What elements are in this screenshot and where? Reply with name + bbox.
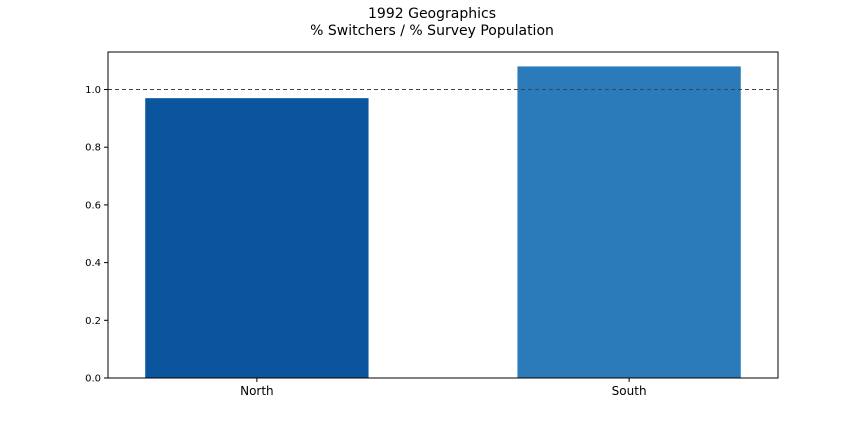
y-tick-label: 0.0 [85, 374, 101, 385]
x-tick-label: South [612, 384, 647, 398]
plot-frame [107, 51, 779, 379]
chart-subtitle: % Switchers / % Survey Population [310, 23, 554, 39]
chart-title: 1992 Geographics [368, 6, 496, 22]
y-tick-label: 0.6 [85, 200, 101, 211]
bars-group [145, 66, 741, 379]
bar-south [517, 66, 741, 379]
x-axis: North South [240, 378, 647, 398]
y-tick-label: 1.0 [85, 85, 101, 96]
y-tick-label: 0.4 [85, 258, 101, 269]
y-axis: 0.0 0.2 0.4 0.6 0.8 1.0 [85, 85, 108, 385]
y-tick-label: 0.2 [85, 316, 101, 327]
chart-title-block: 1992 Geographics % Switchers / % Survey … [0, 6, 864, 40]
bar-north [145, 98, 369, 378]
y-tick-label: 0.8 [85, 143, 101, 154]
x-tick-label: North [240, 384, 274, 398]
